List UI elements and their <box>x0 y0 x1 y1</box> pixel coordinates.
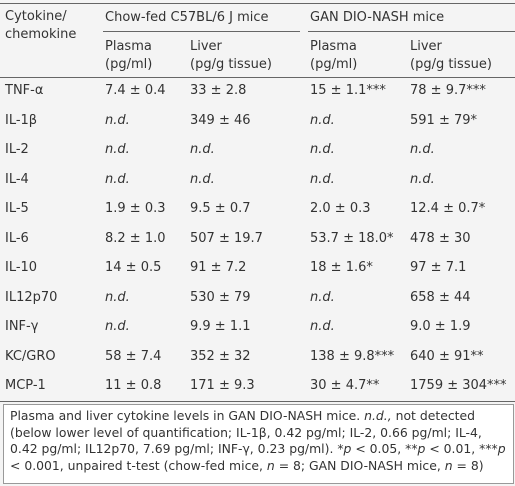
cell: 14 ± 0.5 <box>105 260 162 275</box>
cell: 78 ± 9.7*** <box>410 83 486 98</box>
row-label: TNF-α <box>5 83 44 98</box>
row-label: IL12p70 <box>5 289 58 305</box>
footnote-text: < 0.05, <box>351 441 406 456</box>
group-header: GAN DIO-NASH mice <box>310 10 445 25</box>
cell: 58 ± 7.4 <box>105 348 162 364</box>
footnote-text: *p <box>337 441 352 456</box>
cell: 352 ± 32 <box>190 348 251 364</box>
column-header: (pg/g tissue) <box>190 57 272 72</box>
cell: 8.2 ± 1.0 <box>105 230 166 246</box>
cell: 7.4 ± 0.4 <box>105 83 166 98</box>
column-header: Plasma <box>310 39 357 54</box>
footnote-text: = 8) <box>452 457 484 473</box>
cell: 15 ± 1.1*** <box>310 83 386 98</box>
footnote-text: < 0.001, unpaired t-test (chow-fed mice, <box>10 457 267 473</box>
corner-header: Cytokine/ <box>5 9 67 24</box>
rule <box>0 77 515 78</box>
cell: 53.7 ± 18.0* <box>310 230 394 246</box>
row-label: IL-10 <box>5 260 38 275</box>
cell: n.d. <box>310 142 335 157</box>
column-header: (pg/ml) <box>105 57 153 72</box>
cell: n.d. <box>410 171 435 187</box>
rule <box>0 3 515 4</box>
cell: n.d. <box>105 112 130 128</box>
column-header: Liver <box>190 39 222 54</box>
row-label: INF-γ <box>5 319 39 334</box>
cell: n.d. <box>310 319 335 334</box>
cell: 30 ± 4.7** <box>310 378 380 393</box>
cell: 507 ± 19.7 <box>190 230 263 246</box>
cell: 9.0 ± 1.9 <box>410 319 471 334</box>
cell: 33 ± 2.8 <box>190 83 247 98</box>
column-header: (pg/g tissue) <box>410 57 492 72</box>
cell: n.d. <box>105 171 130 187</box>
footnote-text: n.d., <box>364 408 392 423</box>
footnote-text: not detected (below lower level of quant… <box>10 408 482 456</box>
cell: 349 ± 46 <box>190 112 251 128</box>
footnote-text: n <box>444 457 453 473</box>
cell: 530 ± 79 <box>190 289 251 305</box>
footnote-text: **p <box>405 441 426 456</box>
group-header: Chow-fed C57BL/6 J mice <box>105 10 269 25</box>
cell: n.d. <box>105 142 130 157</box>
cell: 640 ± 91** <box>410 348 484 364</box>
footnote-text: Plasma and liver cytokine levels in GAN … <box>10 408 365 423</box>
column-header: Liver <box>410 39 442 54</box>
row-label: IL-4 <box>5 171 29 187</box>
row-label: IL-5 <box>5 201 29 216</box>
rule <box>0 401 515 402</box>
cell: 9.5 ± 0.7 <box>190 201 251 216</box>
footnote-text: < 0.01, <box>425 441 480 456</box>
cell: n.d. <box>190 142 215 157</box>
cell: n.d. <box>410 142 435 157</box>
cell: 12.4 ± 0.7* <box>410 201 486 216</box>
footnote-text: = 8; GAN DIO-NASH mice, <box>274 457 445 473</box>
rule <box>308 31 515 32</box>
row-label: IL-2 <box>5 142 29 157</box>
cell: 658 ± 44 <box>410 289 471 305</box>
cell: 11 ± 0.8 <box>105 378 162 393</box>
column-header: (pg/ml) <box>310 57 358 72</box>
cell: 91 ± 7.2 <box>190 260 247 275</box>
cell: 171 ± 9.3 <box>190 378 255 393</box>
footnote: Plasma and liver cytokine levels in GAN … <box>3 404 514 484</box>
cell: n.d. <box>105 319 130 334</box>
footnote-text: ***p <box>479 441 506 456</box>
cell: 138 ± 9.8*** <box>310 348 395 364</box>
cell: 478 ± 30 <box>410 230 471 246</box>
row-label: KC/GRO <box>5 348 56 364</box>
cell: n.d. <box>310 289 335 305</box>
row-label: IL-1β <box>5 112 38 128</box>
cell: 1.9 ± 0.3 <box>105 201 166 216</box>
cell: 9.9 ± 1.1 <box>190 319 251 334</box>
column-header: Plasma <box>105 39 152 54</box>
cell: 97 ± 7.1 <box>410 260 467 275</box>
cell: n.d. <box>310 171 335 187</box>
rule <box>103 31 300 32</box>
cell: 2.0 ± 0.3 <box>310 201 371 216</box>
cell: 18 ± 1.6* <box>310 260 373 275</box>
row-label: IL-6 <box>5 230 29 246</box>
corner-header: chemokine <box>5 27 77 42</box>
cell: n.d. <box>105 289 130 305</box>
footnote-text: n <box>266 457 275 473</box>
cell: 1759 ± 304*** <box>410 378 507 393</box>
cell: n.d. <box>310 112 335 128</box>
row-label: MCP-1 <box>5 378 46 393</box>
cell: 591 ± 79* <box>410 112 478 128</box>
cell: n.d. <box>190 171 215 187</box>
